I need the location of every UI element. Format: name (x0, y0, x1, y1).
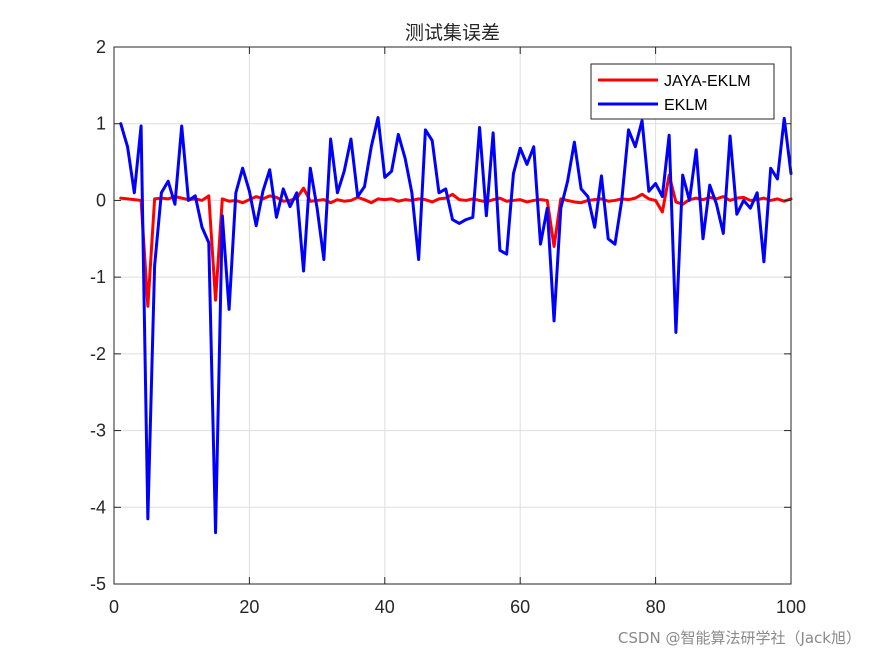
y-tick-label: -2 (90, 344, 106, 364)
y-tick-label: 0 (96, 190, 106, 210)
x-tick-label: 80 (646, 597, 666, 617)
y-tick-label: -1 (90, 267, 106, 287)
x-tick-label: 20 (239, 597, 259, 617)
chart-title: 测试集误差 (405, 22, 500, 44)
x-tick-label: 60 (510, 597, 530, 617)
legend-label-eklm: EKLM (664, 97, 708, 114)
plot-area (114, 47, 791, 584)
plot-frame (113, 46, 792, 585)
y-tick-label: 2 (96, 37, 106, 57)
y-tick-label: 1 (96, 114, 106, 134)
series-line-eklm (119, 116, 793, 535)
y-tick-label: -5 (90, 574, 106, 594)
x-tick-label: 40 (375, 597, 395, 617)
x-tick-label: 100 (776, 597, 806, 617)
series-layer (119, 116, 793, 535)
y-tick-label: -4 (90, 497, 106, 517)
watermark: CSDN @智能算法研学社（Jack旭） (617, 629, 861, 647)
y-tick-label: -3 (90, 421, 106, 441)
series-line-jaya-eklm (119, 173, 793, 308)
legend: JAYA-EKLM EKLM (590, 63, 775, 120)
axis-ticks: 0 20 40 60 80 100 2 1 0 -1 -2 -3 -4 -5 (90, 37, 806, 617)
x-tick-label: 0 (109, 597, 119, 617)
legend-label-jaya-eklm: JAYA-EKLM (664, 73, 751, 90)
legend-box (590, 63, 775, 120)
